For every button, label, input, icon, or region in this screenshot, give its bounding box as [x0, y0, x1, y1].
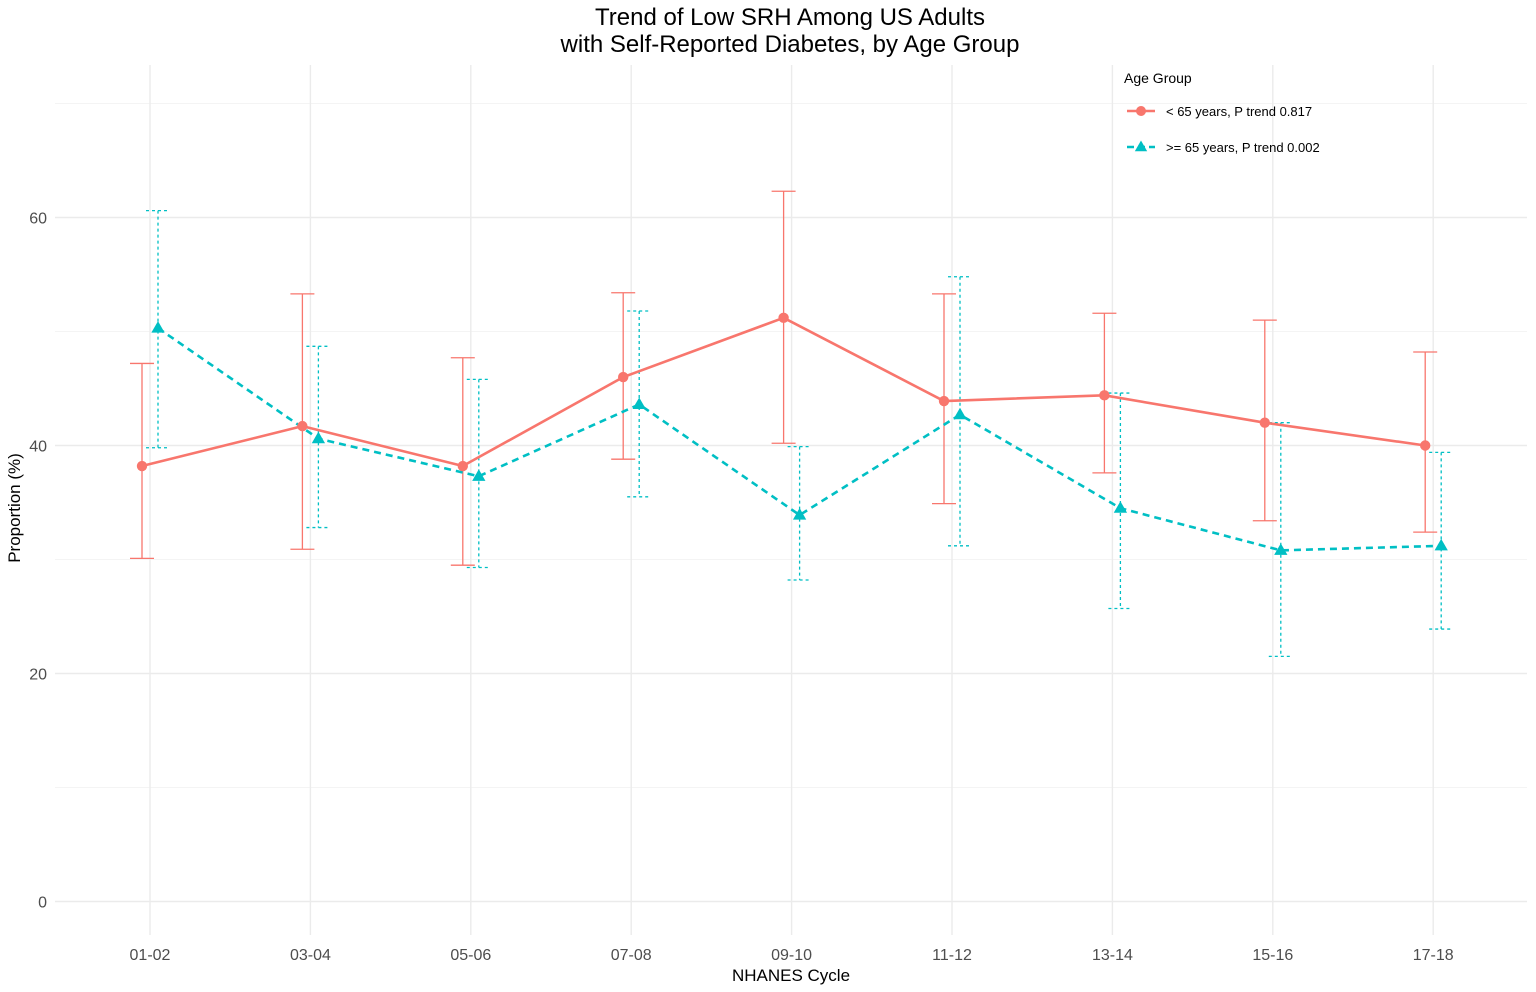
legend-items: < 65 years, P trend 0.817 >= 65 years, P … — [1127, 104, 1320, 155]
x-tick-label: 09-10 — [771, 947, 812, 964]
data-point-circle — [457, 460, 468, 472]
x-tick-label: 01-02 — [130, 947, 171, 964]
data-point-triangle — [151, 321, 165, 333]
chart-title-line-1: Trend of Low SRH Among US Adults — [595, 4, 985, 31]
data-point-triangle — [1113, 501, 1128, 513]
error-bar — [1429, 451, 1454, 630]
x-tick-label: 15-16 — [1252, 947, 1293, 964]
legend-item: < 65 years, P trend 0.817 — [1127, 104, 1312, 119]
axis-layer: 0 20 40 60 01-02 03-04 05-06 07-08 09-10 11-12 13-… — [29, 211, 1454, 965]
data-point-triangle — [953, 407, 967, 420]
y-tick-label: 0 — [38, 895, 47, 912]
x-tick-label: 17-18 — [1413, 947, 1454, 964]
legend: Age Group < 65 years, P trend 0.817 >= 65… — [1124, 70, 1320, 155]
x-tick-label: 07-08 — [611, 947, 652, 964]
series-line — [157, 327, 1442, 552]
error-bar — [1108, 392, 1133, 610]
y-tick-label: 40 — [29, 439, 47, 456]
data-point-triangle — [792, 508, 807, 520]
legend-key-circle — [1136, 106, 1146, 116]
data-point-circle — [1099, 390, 1110, 401]
data-point-circle — [778, 312, 789, 324]
data-point-triangle — [1274, 543, 1288, 555]
data-point-layer — [136, 312, 1448, 555]
x-tick-label: 11-12 — [932, 947, 972, 964]
error-bar — [466, 378, 491, 569]
data-point-circle — [938, 395, 950, 407]
data-point-triangle — [1434, 538, 1448, 551]
legend-label: >= 65 years, P trend 0.002 — [1166, 140, 1320, 155]
data-point-circle — [618, 371, 629, 383]
x-tick-label: 13-14 — [1092, 947, 1133, 964]
legend-key-triangle — [1134, 140, 1148, 152]
data-point-triangle — [472, 469, 486, 481]
y-tick-label: 20 — [29, 667, 47, 684]
data-point-circle — [1259, 417, 1271, 428]
x-axis-title: NHANES Cycle — [732, 966, 850, 985]
data-point-triangle — [311, 431, 326, 444]
legend-label: < 65 years, P trend 0.817 — [1166, 104, 1312, 119]
y-tick-label: 60 — [29, 211, 47, 228]
legend-item: >= 65 years, P trend 0.002 — [1127, 140, 1320, 155]
data-point-circle — [136, 460, 148, 472]
legend-title: Age Group — [1124, 70, 1192, 86]
grid-layer — [55, 65, 1527, 935]
data-point-circle — [1420, 440, 1431, 451]
error-bar — [1268, 422, 1293, 658]
error-bar — [146, 210, 170, 449]
x-tick-label: 05-06 — [450, 947, 491, 964]
data-point-circle — [297, 420, 308, 432]
x-tick-label: 03-04 — [290, 947, 331, 964]
y-axis-title: Proportion (%) — [5, 453, 24, 563]
data-point-triangle — [632, 397, 646, 410]
chart-title-line-2: with Self-Reported Diabetes, by Age Grou… — [560, 31, 1020, 58]
